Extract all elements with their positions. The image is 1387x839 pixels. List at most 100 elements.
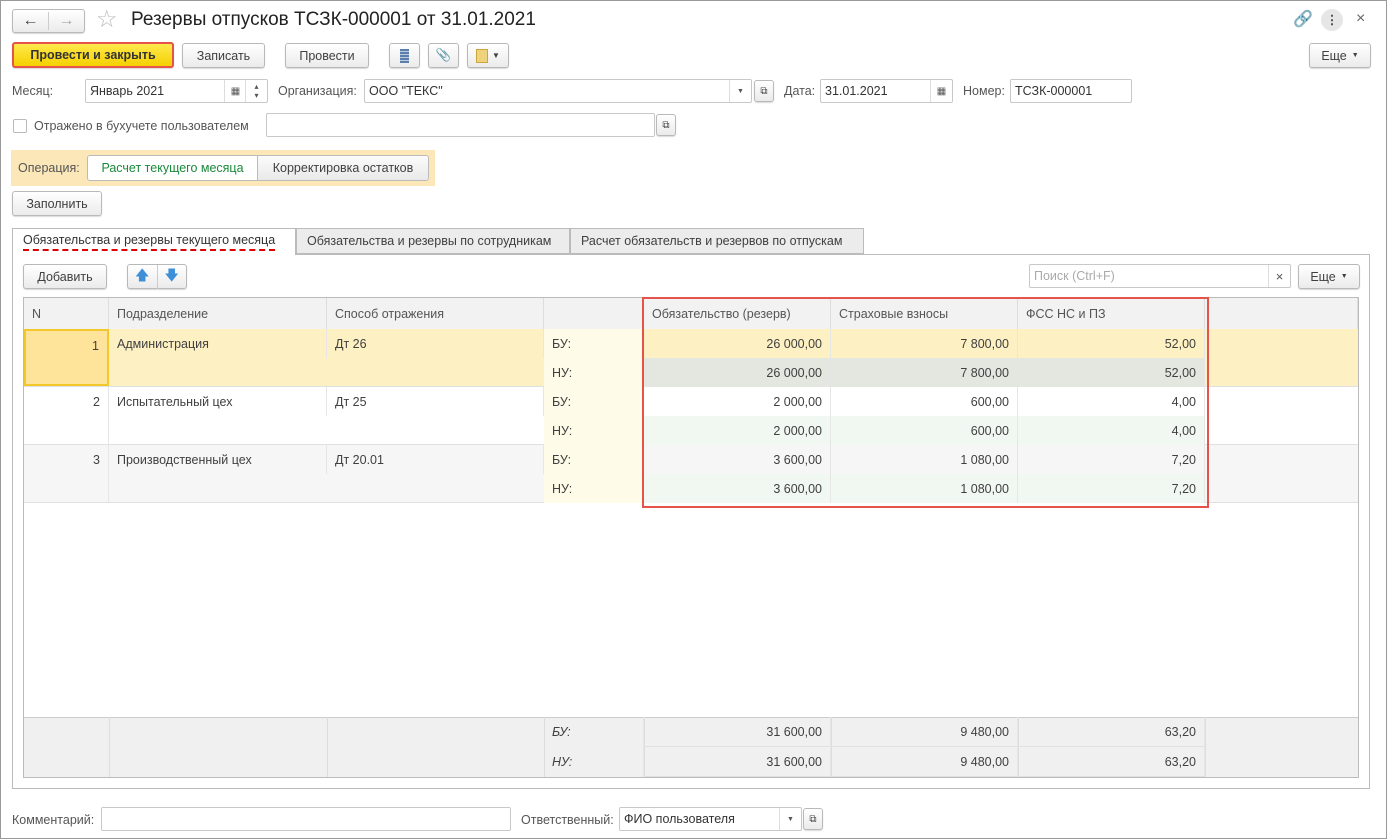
tab-vacation-calc[interactable]: Расчет обязательств и резервов по отпуск… [570, 228, 864, 254]
header-col-insurance[interactable]: Страховые взносы [831, 298, 1018, 329]
header-col-type[interactable] [544, 298, 644, 329]
arrow-down-icon[interactable]: 🡇 [164, 266, 179, 283]
forward-arrow-icon[interactable]: → [58, 12, 75, 29]
header-col-department[interactable]: Подразделение [109, 298, 327, 329]
bu-value-cell[interactable]: 7 800,00 [831, 329, 1018, 358]
search-placeholder: Поиск (Ctrl+F) [1034, 269, 1115, 283]
responsible-field[interactable]: ФИО пользователя ▼ [619, 807, 802, 831]
department-cell[interactable]: Испытательный цех [109, 387, 327, 416]
document-list-icon [400, 48, 409, 63]
header-label: Страховые взносы [839, 306, 949, 321]
open-icon: ⧉ [662, 119, 670, 131]
table-more-button[interactable]: Еще ▼ [1298, 264, 1360, 289]
method-cell[interactable]: Дт 25 [327, 387, 544, 416]
responsible-label: Ответственный: [521, 813, 614, 827]
reflected-checkbox[interactable] [13, 119, 27, 133]
tab-by-employees[interactable]: Обязательства и резервы по сотрудникам [296, 228, 570, 254]
total-bu-value: 63,20 [1018, 717, 1205, 747]
link-icon[interactable]: 🔗 [1293, 11, 1313, 28]
totals-row [24, 717, 1358, 777]
bu-value-cell[interactable]: 52,00 [1018, 329, 1205, 358]
chevron-down-icon: ▼ [1340, 273, 1348, 280]
chevron-down-icon[interactable]: ▼ [729, 80, 751, 102]
bu-value-cell[interactable]: 1 080,00 [831, 445, 1018, 474]
clear-icon[interactable]: × [1268, 265, 1290, 287]
bu-value-cell[interactable]: 600,00 [831, 387, 1018, 416]
search-input[interactable]: Поиск (Ctrl+F) × [1029, 264, 1291, 288]
open-responsible-button[interactable]: ⧉ [803, 808, 823, 830]
close-icon[interactable]: × [1356, 10, 1366, 27]
calendar-icon[interactable]: ▦ [930, 80, 952, 102]
total-bu-value: 31 600,00 [644, 717, 831, 747]
header-col-n[interactable]: N [24, 298, 109, 329]
nu-label: НУ: [544, 474, 644, 503]
calendar-icon[interactable]: ▦ [224, 80, 246, 102]
bu-value-cell[interactable]: 26 000,00 [644, 329, 831, 358]
department-cell[interactable]: Производственный цех [109, 445, 327, 474]
open-icon: ⧉ [809, 813, 817, 825]
header-label: ФСС НС и ПЗ [1026, 306, 1106, 321]
row-number: 3 [24, 445, 109, 502]
totals-divider [544, 717, 545, 777]
nu-value-cell[interactable]: 52,00 [1018, 358, 1205, 387]
tab-current-month[interactable]: Обязательства и резервы текущего месяца [12, 228, 296, 255]
nu-value-cell[interactable]: 7,20 [1018, 474, 1205, 503]
bu-value-cell[interactable]: 3 600,00 [644, 445, 831, 474]
totals-divider [644, 717, 645, 777]
window-title: Резервы отпусков ТСЗК-000001 от 31.01.20… [131, 9, 536, 30]
responsible-value: ФИО пользователя [624, 812, 735, 826]
report-button[interactable] [389, 43, 420, 68]
row-number: 1 [24, 329, 109, 386]
operation-option-current[interactable]: Расчет текущего месяца [88, 156, 258, 180]
chevron-down-icon[interactable]: ▼ [779, 808, 801, 830]
nu-value-cell[interactable]: 2 000,00 [644, 416, 831, 445]
header-col-fss[interactable]: ФСС НС и ПЗ [1018, 298, 1205, 329]
operation-switch: Расчет текущего месяца Корректировка ост… [87, 155, 429, 181]
post-and-close-button[interactable]: Провести и закрыть [12, 42, 174, 68]
department-cell[interactable]: Администрация [109, 329, 327, 358]
nu-value-cell[interactable]: 1 080,00 [831, 474, 1018, 503]
back-arrow-icon[interactable]: ← [13, 12, 49, 30]
method-cell[interactable]: Дт 26 [327, 329, 544, 358]
add-button[interactable]: Добавить [23, 264, 107, 289]
org-field[interactable]: ООО "ТЕКС" ▼ [364, 79, 752, 103]
month-label: Месяц: [12, 84, 54, 98]
nu-value-cell[interactable]: 4,00 [1018, 416, 1205, 445]
nu-value-cell[interactable]: 7 800,00 [831, 358, 1018, 387]
more-label: Еще [1321, 48, 1347, 63]
bu-value-cell[interactable]: 2 000,00 [644, 387, 831, 416]
create-based-on-button[interactable]: ▼ [467, 43, 509, 68]
more-button[interactable]: Еще ▼ [1309, 43, 1371, 68]
number-label: Номер: [963, 84, 1005, 98]
post-button[interactable]: Провести [285, 43, 369, 68]
favorite-star-icon[interactable]: ☆ [96, 6, 118, 33]
total-nu-label: НУ: [544, 747, 644, 777]
header-col-obligation[interactable]: Обязательство (резерв) [644, 298, 831, 329]
comment-field[interactable] [101, 807, 511, 831]
method-cell[interactable]: Дт 20.01 [327, 445, 544, 474]
header-col-empty[interactable] [1205, 298, 1358, 329]
header-col-method[interactable]: Способ отражения [327, 298, 544, 329]
date-field[interactable]: 31.01.2021 ▦ [820, 79, 953, 103]
nu-value-cell[interactable]: 26 000,00 [644, 358, 831, 387]
operation-option-correction[interactable]: Корректировка остатков [258, 156, 428, 180]
bu-value-cell[interactable]: 4,00 [1018, 387, 1205, 416]
open-org-button[interactable]: ⧉ [754, 80, 774, 102]
number-field[interactable]: ТСЗК-000001 [1010, 79, 1132, 103]
month-field[interactable]: Январь 2021 ▦ ▴ ▾ [85, 79, 268, 103]
reflected-user-field[interactable] [266, 113, 655, 137]
nu-value-cell[interactable]: 3 600,00 [644, 474, 831, 503]
arrow-up-icon[interactable]: 🡅 [128, 264, 158, 289]
totals-divider [327, 717, 328, 777]
save-button[interactable]: Записать [182, 43, 265, 68]
attach-button[interactable]: 📎 [428, 43, 459, 68]
open-icon: ⧉ [760, 85, 768, 97]
highlight-frame [642, 297, 1209, 508]
fill-button[interactable]: Заполнить [12, 191, 102, 216]
spin-stepper[interactable]: ▴ ▾ [245, 80, 267, 102]
bu-value-cell[interactable]: 7,20 [1018, 445, 1205, 474]
open-reflected-button[interactable]: ⧉ [656, 114, 676, 136]
more-menu-icon[interactable]: ⋮ [1321, 9, 1343, 31]
nu-value-cell[interactable]: 600,00 [831, 416, 1018, 445]
org-label: Организация: [278, 84, 357, 98]
